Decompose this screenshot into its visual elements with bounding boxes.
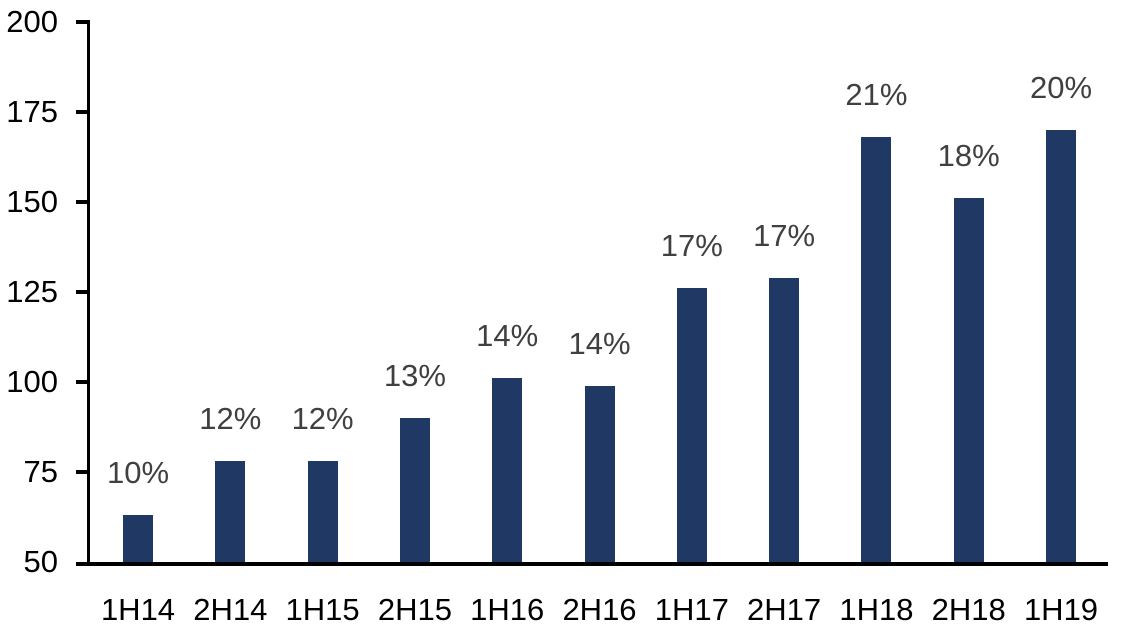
bar-1h17 <box>676 288 707 562</box>
bar-value-label: 12% <box>291 401 354 436</box>
bar-1h18 <box>861 137 892 562</box>
y-axis-tick-label: 75 <box>23 454 58 489</box>
y-axis-tick-label: 100 <box>6 364 58 399</box>
y-axis-tick-mark <box>76 470 90 474</box>
x-axis-tick-label: 2H18 <box>931 592 1006 627</box>
bar-value-label: 12% <box>199 401 262 436</box>
bar-1h16 <box>492 378 523 562</box>
x-axis-tick-label: 1H17 <box>654 592 729 627</box>
x-axis-tick-label: 1H15 <box>285 592 360 627</box>
bar-1h14 <box>123 515 153 562</box>
x-axis-tick-label: 2H16 <box>562 592 637 627</box>
y-axis-tick-mark <box>76 110 90 114</box>
x-axis-tick-label: 2H17 <box>747 592 822 627</box>
y-axis-tick-mark <box>76 380 90 384</box>
bar-1h19 <box>1046 130 1076 562</box>
bar-value-label: 18% <box>937 138 1000 173</box>
y-axis-tick-mark <box>76 20 90 24</box>
y-axis-tick-mark <box>76 200 90 204</box>
y-axis-tick-label: 50 <box>23 544 58 579</box>
bar-2h15 <box>399 418 430 562</box>
x-axis-tick-label: 1H14 <box>100 592 176 627</box>
bar-2h18 <box>953 198 984 562</box>
x-axis-line <box>76 562 1108 566</box>
x-axis-tick-label: 1H19 <box>1023 592 1099 627</box>
x-axis-tick-label: 2H14 <box>193 592 268 627</box>
bar-value-label: 13% <box>383 358 446 393</box>
bar-2h14 <box>215 461 246 562</box>
x-axis-tick-label: 1H18 <box>839 592 914 627</box>
bar-value-label: 14% <box>568 326 631 361</box>
y-axis-tick-label: 175 <box>6 94 58 129</box>
bar-1h15 <box>307 461 338 562</box>
bar-value-label: 21% <box>845 77 908 112</box>
bar-value-label: 14% <box>476 318 539 353</box>
y-axis-tick-label: 200 <box>6 4 58 39</box>
bar-value-label: 17% <box>753 218 816 253</box>
bar-2h17 <box>769 278 800 562</box>
x-axis-tick-label: 2H15 <box>377 592 452 627</box>
bar-value-label: 10% <box>106 455 170 490</box>
bar-value-label: 17% <box>660 228 723 263</box>
y-axis-line <box>87 22 90 566</box>
x-axis-tick-label: 1H16 <box>470 592 545 627</box>
y-axis-tick-label: 150 <box>6 184 58 219</box>
bar-value-label: 20% <box>1029 70 1093 105</box>
y-axis-tick-mark <box>76 290 90 294</box>
y-axis-tick-label: 125 <box>6 274 58 309</box>
bar-2h16 <box>584 386 615 562</box>
